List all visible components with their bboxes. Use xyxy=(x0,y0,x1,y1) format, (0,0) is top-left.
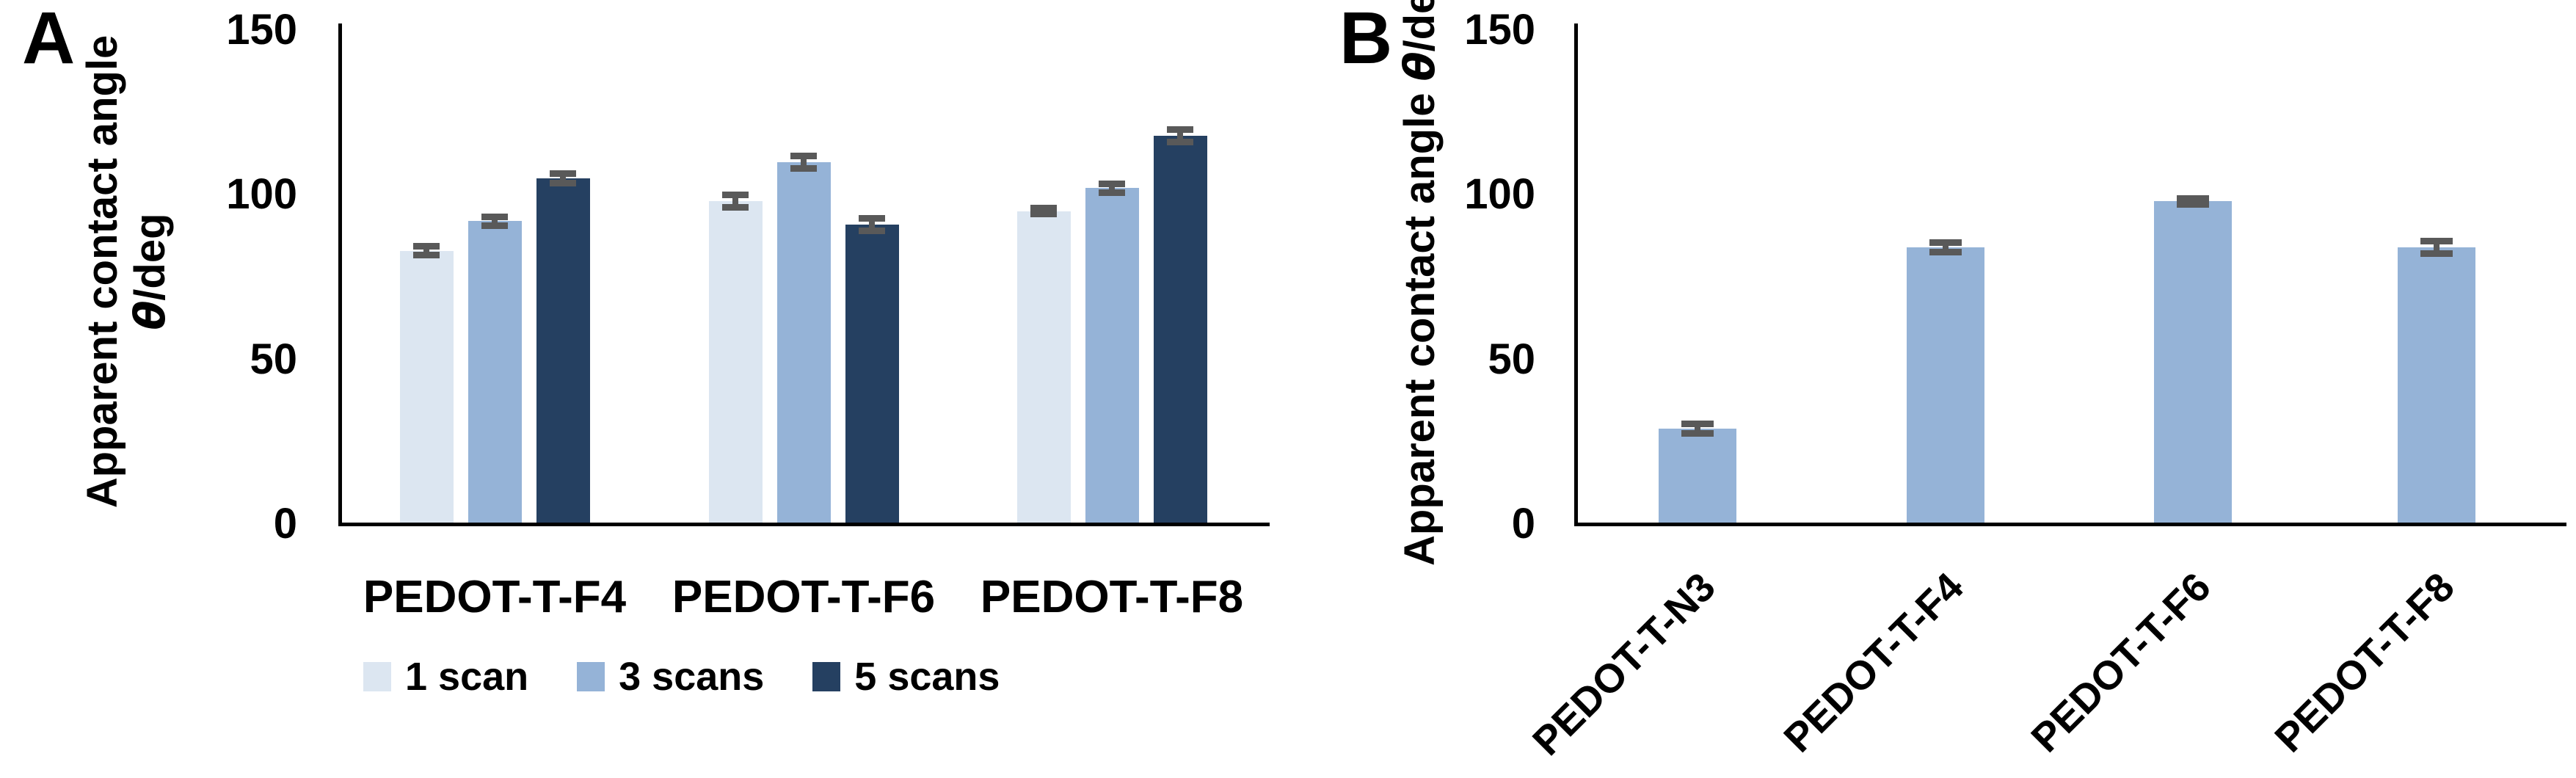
y-tick-label-150: 150 xyxy=(226,6,297,54)
y-tick-label-0: 0 xyxy=(273,500,297,548)
y-axis-title-a: Apparent contact angle θ/deg xyxy=(79,29,178,514)
error-bar-cap-bottom xyxy=(2177,200,2209,208)
error-bar-cap-bottom xyxy=(1030,211,1057,218)
x-category-label-pedot-t-n3: PEDOT-T-N3 xyxy=(1524,564,1724,764)
legend: 1 scan 3 scans 5 scans xyxy=(363,653,1048,700)
y-tick-label-50: 50 xyxy=(250,335,297,383)
error-bar-stem xyxy=(1695,423,1700,434)
legend-item-1-scan: 1 scan xyxy=(363,655,528,699)
error-bar-cap-bottom xyxy=(1167,138,1193,145)
y-axis-title-a-units: /deg xyxy=(126,213,174,301)
error-bar-cap-top xyxy=(859,214,885,222)
x-category-label-pedot-t-f8: PEDOT-T-F8 xyxy=(2266,564,2463,761)
bar-pedot-t-f6 xyxy=(2154,201,2232,524)
error-bar-cap-bottom xyxy=(859,227,885,234)
legend-label-3-scans: 3 scans xyxy=(619,655,765,699)
error-bar-stem xyxy=(1943,242,1949,252)
bar-pedot-t-f4-1-scan xyxy=(399,250,454,524)
bar-pedot-t-f4 xyxy=(1907,247,1984,524)
bar-pedot-t-f4-5-scans xyxy=(536,178,590,524)
error-bar-cap-top xyxy=(1929,239,1962,247)
error-bar-cap-top xyxy=(550,170,576,178)
legend-item-3-scans: 3 scans xyxy=(577,655,764,699)
x-category-label-pedot-t-f4: PEDOT-T-F4 xyxy=(363,572,627,622)
x-category-label-pedot-t-f6: PEDOT-T-F6 xyxy=(2022,564,2219,761)
bar-pedot-t-f8-5-scans xyxy=(1153,135,1207,524)
error-bar-stem xyxy=(423,245,429,256)
error-bar-cap-top xyxy=(1681,421,1714,428)
error-bar-cap-top xyxy=(2420,238,2453,245)
x-category-label-pedot-t-f6: PEDOT-T-F6 xyxy=(672,572,936,622)
error-bar-cap-bottom xyxy=(1929,248,1962,255)
y-tick-label-150: 150 xyxy=(1464,6,1535,54)
bar-pedot-t-n3 xyxy=(1659,428,1736,524)
error-bar-cap-top xyxy=(722,192,749,199)
bar-pedot-t-f8 xyxy=(2398,247,2475,524)
error-bar-cap-bottom xyxy=(481,222,508,230)
error-bar-stem xyxy=(801,155,807,169)
error-bar-stem xyxy=(492,216,498,226)
panel-label-a: A xyxy=(22,0,76,79)
panel-label-b: B xyxy=(1339,0,1393,79)
y-tick-label-100: 100 xyxy=(1464,170,1535,219)
bar-pedot-t-f6-3-scans xyxy=(776,161,831,524)
error-bar-cap-bottom xyxy=(2420,250,2453,258)
error-bar-cap-bottom xyxy=(413,252,440,259)
y-axis-title-b: Apparent contact angle θ/deg xyxy=(1394,0,1444,566)
error-bar-cap-top xyxy=(1030,205,1057,212)
legend-label-1-scan: 1 scan xyxy=(405,655,529,699)
error-bar-stem xyxy=(732,194,738,208)
y-axis-line xyxy=(338,23,342,526)
legend-swatch-1-scan xyxy=(363,662,391,691)
error-bar-cap-top xyxy=(481,213,508,220)
error-bar-stem xyxy=(869,217,875,231)
legend-swatch-5-scans xyxy=(812,662,841,691)
error-bar-cap-top xyxy=(1099,180,1125,187)
y-axis-title-a-line2: θ/deg xyxy=(125,29,175,514)
legend-swatch-3-scans xyxy=(577,662,605,691)
error-bar-stem xyxy=(2434,241,2439,255)
x-axis-line xyxy=(338,523,1270,526)
error-bar-stem xyxy=(560,173,566,183)
error-bar-cap-bottom xyxy=(722,204,749,211)
error-bar-cap-top xyxy=(2177,194,2209,202)
y-tick-label-0: 0 xyxy=(1511,500,1535,548)
bar-pedot-t-f6-1-scan xyxy=(708,201,763,524)
error-bar-cap-top xyxy=(790,152,817,159)
error-bar-cap-top xyxy=(1167,126,1193,133)
bar-pedot-t-f8-1-scan xyxy=(1016,211,1071,524)
error-bar-cap-top xyxy=(413,242,440,250)
bar-pedot-t-f8-3-scans xyxy=(1085,188,1139,524)
x-category-label-pedot-t-f8: PEDOT-T-F8 xyxy=(980,572,1244,622)
error-bar-stem xyxy=(1177,128,1183,142)
y-tick-label-100: 100 xyxy=(226,170,297,219)
error-bar-cap-bottom xyxy=(1681,429,1714,437)
x-category-label-pedot-t-f4: PEDOT-T-F4 xyxy=(1775,564,1972,761)
bar-pedot-t-f4-3-scans xyxy=(467,221,522,524)
error-bar-cap-bottom xyxy=(550,179,576,186)
y-axis-line xyxy=(1574,23,1578,526)
y-tick-label-50: 50 xyxy=(1488,335,1535,383)
x-axis-line xyxy=(1574,523,2566,526)
theta-symbol: θ xyxy=(125,300,175,330)
legend-label-5-scans: 5 scans xyxy=(854,655,1000,699)
y-axis-title-a-line1: Apparent contact angle xyxy=(79,34,126,509)
y-axis-title-b-text: Apparent contact angle xyxy=(1396,81,1444,566)
bar-pedot-t-f6-5-scans xyxy=(845,224,899,524)
theta-symbol: θ xyxy=(1394,51,1444,81)
error-bar-cap-bottom xyxy=(790,164,817,172)
error-bar-cap-bottom xyxy=(1099,189,1125,197)
legend-item-5-scans: 5 scans xyxy=(812,655,1000,699)
error-bar-stem xyxy=(1109,183,1115,194)
